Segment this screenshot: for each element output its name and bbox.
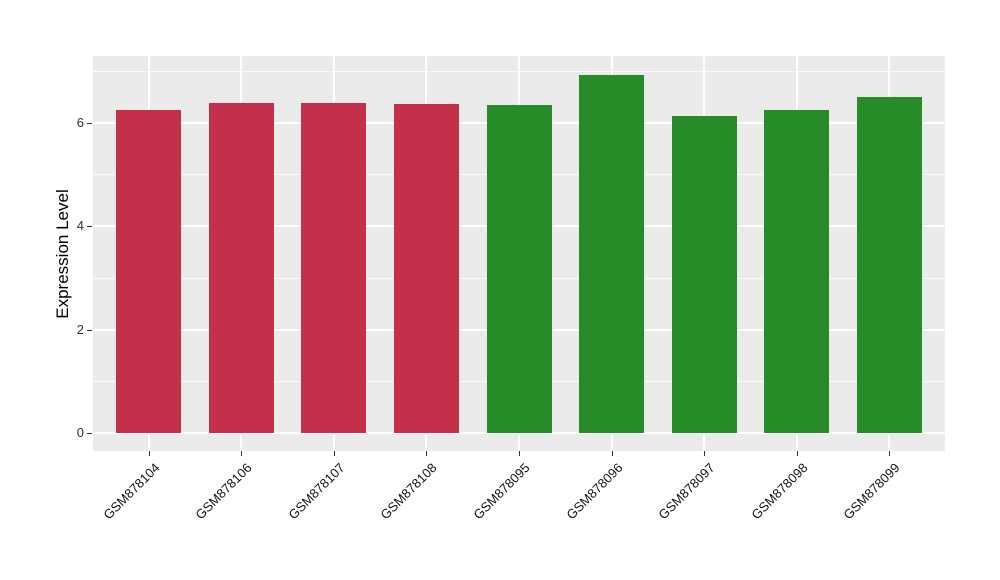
bar-GSM878096 (579, 75, 645, 433)
x-tick-label: GSM878099 (840, 460, 904, 523)
x-tick-mark (889, 451, 891, 456)
x-tick-mark (333, 451, 335, 456)
bar-GSM878106 (208, 102, 274, 433)
bar-GSM878108 (393, 104, 459, 433)
y-axis-title: Expression Level (53, 188, 72, 319)
x-tick-mark (519, 451, 520, 456)
x-tick-mark (611, 451, 613, 456)
y-tick-mark (87, 432, 92, 434)
bar-GSM878098 (764, 109, 830, 433)
x-tick-label: GSM878097 (655, 460, 718, 523)
y-tick-mark (87, 329, 92, 331)
y-tick-mark (87, 122, 92, 124)
x-tick-label: GSM878098 (748, 460, 811, 523)
x-tick-label: GSM878096 (562, 460, 626, 523)
bar-GSM878107 (301, 103, 367, 433)
plot-panel (93, 56, 945, 451)
x-tick-mark (426, 451, 428, 456)
x-tick-mark (796, 451, 798, 456)
x-tick-mark (704, 451, 706, 456)
y-tick-mark (87, 226, 92, 228)
x-tick-label: GSM878108 (377, 460, 440, 523)
bar-GSM878099 (856, 97, 922, 433)
y-tick-label: 2 (76, 321, 84, 337)
x-tick-label: GSM878095 (470, 460, 533, 523)
y-tick-label: 0 (76, 424, 84, 440)
bar-GSM878097 (671, 116, 737, 433)
x-tick-label: GSM878107 (285, 460, 348, 523)
x-tick-mark (241, 451, 243, 456)
y-tick-label: 4 (76, 218, 84, 234)
x-tick-label: GSM878106 (192, 460, 255, 523)
bar-GSM878104 (116, 110, 182, 433)
y-tick-label: 6 (76, 114, 84, 130)
x-tick-mark (148, 451, 150, 456)
x-tick-label: GSM878104 (99, 460, 163, 523)
bar-GSM878095 (486, 104, 552, 433)
